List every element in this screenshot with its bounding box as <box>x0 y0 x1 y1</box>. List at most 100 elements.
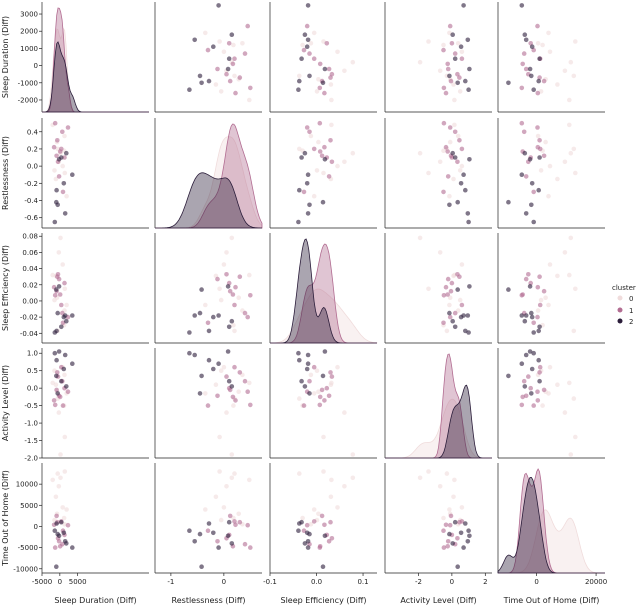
point-cluster-0 <box>457 168 463 173</box>
point-cluster-1 <box>537 302 543 308</box>
point-cluster-1 <box>447 23 453 29</box>
point-cluster-2 <box>463 78 468 84</box>
point-cluster-1 <box>526 272 531 277</box>
point-cluster-2 <box>307 391 312 396</box>
point-cluster-0 <box>540 42 545 48</box>
point-cluster-0 <box>455 133 461 139</box>
point-cluster-2 <box>536 328 541 334</box>
point-cluster-0 <box>224 484 229 489</box>
point-cluster-0 <box>455 41 461 46</box>
point-cluster-1 <box>535 144 541 150</box>
legend-label-0: 0 <box>629 295 633 303</box>
point-cluster-1 <box>528 385 533 391</box>
legend-title: cluster <box>612 284 636 292</box>
kde-cluster-2 <box>42 41 149 113</box>
point-cluster-1 <box>537 75 542 80</box>
point-cluster-1 <box>215 276 220 282</box>
point-cluster-0 <box>452 97 457 103</box>
point-cluster-2 <box>529 314 535 320</box>
point-cluster-2 <box>466 528 471 533</box>
point-cluster-2 <box>320 80 326 86</box>
point-cluster-1 <box>307 129 312 135</box>
point-cluster-1 <box>521 378 527 384</box>
point-cluster-2 <box>59 378 64 384</box>
point-cluster-0 <box>426 39 431 44</box>
point-cluster-1 <box>443 284 449 290</box>
point-cluster-1 <box>248 293 253 298</box>
point-cluster-1 <box>326 66 332 72</box>
point-cluster-2 <box>302 384 308 389</box>
point-cluster-0 <box>58 235 63 241</box>
point-cluster-1 <box>445 174 451 179</box>
point-cluster-2 <box>467 284 472 289</box>
point-cluster-2 <box>59 324 64 330</box>
point-cluster-1 <box>443 144 449 150</box>
y-tick-label: 0.02 <box>22 281 38 289</box>
point-cluster-1 <box>523 393 529 399</box>
point-cluster-0 <box>535 41 541 46</box>
point-cluster-0 <box>217 39 222 44</box>
point-cluster-2 <box>225 284 231 289</box>
point-cluster-0 <box>426 286 431 292</box>
y-tick-label: -5000 <box>18 544 38 552</box>
x-tick-label: -1 <box>167 578 174 586</box>
point-cluster-1 <box>541 288 547 294</box>
point-cluster-0 <box>64 507 69 512</box>
point-cluster-2 <box>450 32 456 37</box>
y-tick-label: 0.5 <box>27 367 38 375</box>
point-cluster-2 <box>519 313 525 318</box>
point-cluster-0 <box>53 176 59 182</box>
point-cluster-0 <box>229 452 235 457</box>
point-cluster-2 <box>529 310 534 316</box>
x-axis-label: Restlessness (Diff) <box>172 596 246 605</box>
point-cluster-2 <box>452 155 458 160</box>
y-tick-label: -2.0 <box>24 455 38 463</box>
point-cluster-0 <box>311 507 317 512</box>
point-cluster-1 <box>54 153 59 159</box>
point-cluster-1 <box>455 272 460 277</box>
point-cluster-1 <box>230 292 236 297</box>
point-cluster-0 <box>308 372 314 378</box>
point-cluster-1 <box>60 403 66 408</box>
point-cluster-1 <box>328 138 333 143</box>
point-cluster-0 <box>335 163 340 169</box>
point-cluster-1 <box>448 78 454 84</box>
point-cluster-0 <box>316 77 321 82</box>
point-cluster-2 <box>536 357 541 363</box>
point-cluster-1 <box>237 75 243 80</box>
point-cluster-1 <box>51 144 57 150</box>
point-cluster-0 <box>300 515 305 521</box>
point-cluster-0 <box>240 41 245 46</box>
point-cluster-2 <box>211 530 216 536</box>
point-cluster-2 <box>527 349 533 354</box>
x-tick-label: 0 <box>450 578 454 586</box>
x-tick-label: 0.1 <box>357 578 368 586</box>
point-cluster-2 <box>506 199 511 205</box>
point-cluster-2 <box>522 318 528 324</box>
point-cluster-1 <box>328 370 333 375</box>
point-cluster-2 <box>225 349 231 354</box>
point-cluster-2 <box>536 78 541 84</box>
point-cluster-0 <box>297 396 302 401</box>
point-cluster-0 <box>329 97 334 103</box>
point-cluster-2 <box>211 314 216 320</box>
point-cluster-2 <box>466 219 471 225</box>
point-cluster-2 <box>455 564 461 569</box>
y-tick-label: 0 <box>34 62 38 70</box>
point-cluster-1 <box>62 280 67 286</box>
point-cluster-2 <box>55 531 60 537</box>
x-axis-label: Time Out of Home (Diff) <box>503 596 600 605</box>
point-cluster-0 <box>247 272 252 278</box>
point-cluster-1 <box>319 513 325 519</box>
point-cluster-1 <box>317 120 323 126</box>
point-cluster-1 <box>230 61 236 67</box>
point-cluster-2 <box>447 531 452 537</box>
y-tick-label: 10000 <box>16 481 38 489</box>
point-cluster-0 <box>546 193 551 199</box>
point-cluster-2 <box>458 314 464 320</box>
point-cluster-2 <box>55 202 60 208</box>
kde-cluster-2 <box>155 172 262 229</box>
point-cluster-2 <box>305 37 311 43</box>
point-cluster-0 <box>321 469 326 474</box>
